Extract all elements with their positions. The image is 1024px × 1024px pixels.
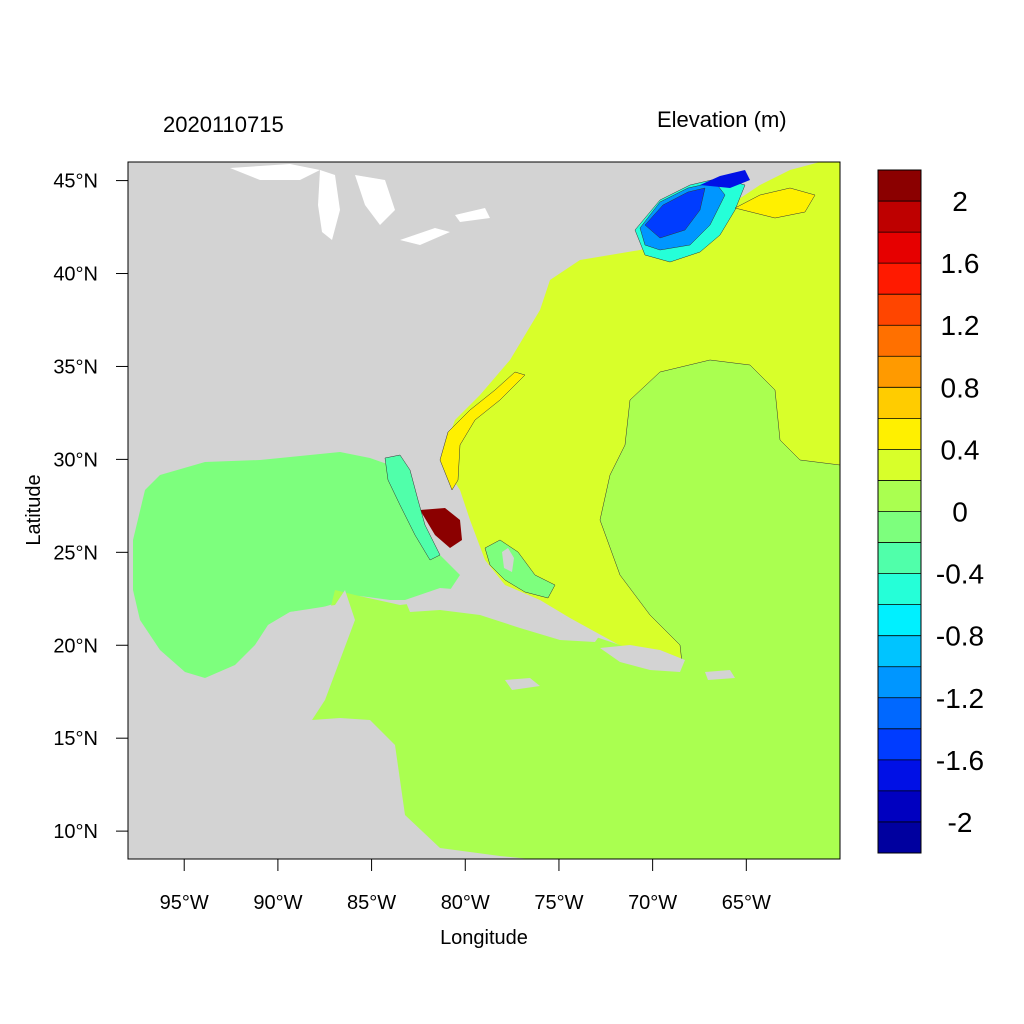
- great-lake-erie: [400, 228, 450, 245]
- colorbar-swatch: [878, 294, 921, 326]
- colorbar-label: -0.4: [936, 559, 984, 590]
- y-tick-label: 25°N: [53, 542, 98, 564]
- colorbar-label: 0.4: [941, 434, 980, 465]
- colorbar-label: 0.8: [941, 372, 980, 403]
- colorbar-label: -1.2: [936, 683, 984, 714]
- caribbean-sea: [312, 590, 840, 859]
- jamaica: [505, 678, 540, 690]
- x-tick-label: 75°W: [534, 892, 583, 914]
- colorbar-swatch: [878, 387, 921, 419]
- great-lake-superior: [230, 164, 320, 180]
- x-tick-label: 95°W: [160, 892, 209, 914]
- colorbar-swatch: [878, 511, 921, 544]
- gulf-of-maine-surge-4: [700, 170, 750, 188]
- bahamas-islands: [502, 548, 514, 572]
- colorbar-label: -0.8: [936, 621, 984, 652]
- colorbar-swatch: [878, 263, 921, 295]
- cuba: [405, 588, 600, 642]
- colorbar-swatch: [878, 728, 921, 761]
- colorbar-label: -1.6: [936, 745, 984, 776]
- great-lake-michigan: [318, 170, 340, 240]
- yucatan: [260, 590, 355, 720]
- colorbar-swatch: [878, 790, 921, 823]
- y-axis-label: Latitude: [23, 474, 45, 545]
- colorbar-swatch: [878, 759, 921, 792]
- colorbar-swatch: [878, 542, 921, 575]
- colorbar-swatch: [878, 449, 921, 481]
- nova-scotia-positive-surge: [734, 187, 816, 219]
- y-tick-label: 30°N: [53, 449, 98, 471]
- florida-west-negative-surge: [384, 454, 441, 561]
- y-tick-label: 15°N: [53, 728, 98, 750]
- florida-positive-surge: [420, 508, 462, 548]
- great-lake-ontario: [455, 208, 490, 222]
- colorbar: [877, 169, 922, 854]
- colorbar-swatch: [878, 418, 921, 450]
- gulf-of-mexico: [133, 452, 460, 678]
- x-tick-label: 80°W: [441, 892, 490, 914]
- colorbar-swatch: [878, 604, 921, 637]
- colorbar-label: 1.2: [941, 310, 980, 341]
- y-tick-label: 10°N: [53, 821, 98, 843]
- x-axis-label: Longitude: [440, 927, 528, 949]
- y-tick-label: 35°N: [53, 356, 98, 378]
- y-tick-label: 45°N: [53, 171, 98, 193]
- colorbar-swatch: [878, 480, 921, 512]
- hispaniola: [600, 645, 685, 672]
- x-axis-ticks: 95°W 90°W 85°W 80°W 75°W 70°W 65°W: [160, 859, 771, 914]
- colorbar-swatch: [878, 170, 921, 202]
- puerto-rico: [705, 670, 735, 680]
- colorbar-swatch: [878, 325, 921, 357]
- colorbar-swatch: [878, 232, 921, 264]
- colorbar-swatch: [878, 821, 921, 854]
- great-lake-huron: [355, 175, 395, 225]
- southeast-coast-surge: [439, 371, 526, 491]
- y-tick-label: 40°N: [53, 264, 98, 286]
- y-axis-ticks: 45°N 40°N 35°N 30°N 25°N 20°N 15°N 10°N: [53, 171, 128, 843]
- y-tick-label: 20°N: [53, 635, 98, 657]
- time-label: 2020110715: [163, 112, 284, 137]
- x-tick-label: 90°W: [253, 892, 302, 914]
- x-tick-label: 65°W: [722, 892, 771, 914]
- colorbar-label: 0: [952, 497, 968, 528]
- colorbar-swatch: [878, 635, 921, 668]
- x-tick-label: 85°W: [347, 892, 396, 914]
- variable-label: Elevation (m): [657, 107, 787, 132]
- map-area: [128, 162, 840, 859]
- colorbar-label: -2: [948, 807, 973, 838]
- map-frame: [127, 161, 841, 860]
- colorbar-swatch: [878, 666, 921, 699]
- colorbar-swatch: [878, 573, 921, 606]
- x-tick-label: 70°W: [628, 892, 677, 914]
- gulf-of-maine-surge-3: [644, 187, 706, 239]
- colorbar-swatch: [878, 697, 921, 730]
- colorbar-frame: [877, 169, 922, 854]
- colorbar-label: 2: [952, 186, 968, 217]
- colorbar-labels: 2 1.6 1.2 0.8 0.4 0 -0.4 -0.8 -1.2 -1.6 -2: [936, 186, 984, 838]
- colorbar-label: 1.6: [941, 248, 980, 279]
- colorbar-swatch: [878, 201, 921, 233]
- colorbar-swatch: [878, 356, 921, 388]
